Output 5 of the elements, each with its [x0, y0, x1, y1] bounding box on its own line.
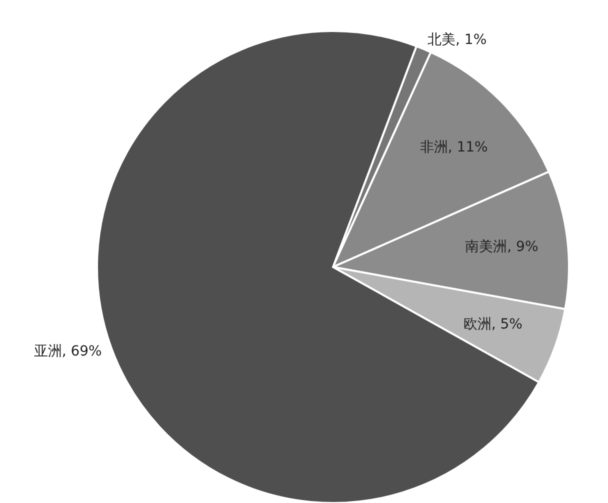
slice-label: 亚洲, 69%	[34, 343, 102, 360]
slice-label: 非洲, 11%	[420, 140, 488, 156]
slice-label: 北美, 1%	[428, 32, 487, 48]
slice-label: 欧洲, 5%	[463, 316, 522, 332]
slice-label: 南美洲, 9%	[465, 238, 538, 255]
